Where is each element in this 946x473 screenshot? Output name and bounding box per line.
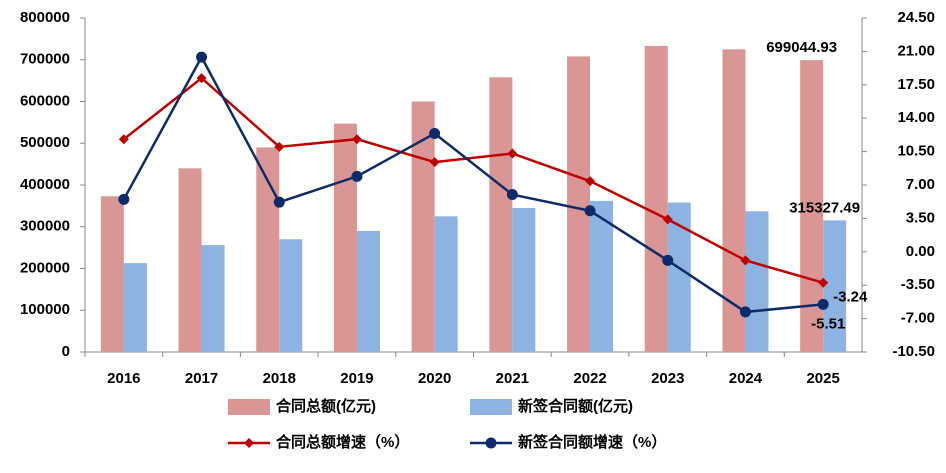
- line-marker: [118, 193, 130, 205]
- bar: [201, 245, 225, 352]
- y2-tick-label: 24.50: [897, 9, 935, 26]
- bar: [512, 207, 536, 352]
- bar: [356, 230, 380, 352]
- y2-tick-label: 10.50: [897, 143, 935, 160]
- y2-tick-label: 21.00: [897, 42, 935, 59]
- y2-tick-label: -3.50: [901, 276, 935, 293]
- line: [122, 54, 824, 314]
- y2-tick-label: 3.50: [906, 209, 935, 226]
- line-marker: [817, 298, 829, 310]
- y-tick-label: 600000: [20, 92, 70, 109]
- line-marker: [507, 148, 518, 159]
- line-value-label: -5.51: [811, 315, 845, 332]
- x-tick-label: 2025: [806, 370, 839, 387]
- line-marker: [662, 254, 674, 266]
- x-tick-label: 2016: [107, 370, 140, 387]
- x-tick-label: 2021: [496, 370, 529, 387]
- y-tick-label: 800000: [20, 9, 70, 26]
- line-marker: [196, 73, 207, 84]
- legend-marker: [244, 438, 254, 448]
- line-marker: [739, 306, 751, 318]
- bar: [256, 147, 280, 352]
- line-marker: [818, 277, 829, 288]
- y-tick-label: 700000: [20, 51, 70, 68]
- line-marker: [351, 170, 363, 182]
- line-marker: [662, 214, 673, 225]
- legend-label: 新签合同额增速（%）: [518, 433, 666, 451]
- bar: [745, 211, 769, 352]
- bar: [644, 45, 668, 352]
- y2-tick-label: 0.00: [906, 243, 935, 260]
- legend-swatch: [470, 399, 512, 415]
- x-tick-label: 2024: [729, 370, 763, 387]
- line-marker: [584, 205, 596, 217]
- x-tick-label: 2022: [573, 370, 606, 387]
- x-tick-label: 2017: [185, 370, 218, 387]
- bar-value-label: 315327.49: [789, 199, 860, 216]
- bar: [667, 202, 691, 352]
- bar: [411, 101, 435, 352]
- bar: [722, 49, 746, 352]
- line-marker: [585, 176, 596, 187]
- y2-tick-label: 17.50: [897, 76, 935, 93]
- line-value-label: -3.24: [833, 289, 868, 306]
- line-marker: [429, 157, 440, 168]
- bar: [489, 77, 513, 352]
- legend-label: 新签合同额(亿元): [518, 397, 633, 415]
- y2-tick-label: 14.00: [897, 109, 935, 126]
- line-marker: [274, 141, 285, 152]
- bar: [123, 263, 147, 352]
- bar: [279, 239, 303, 352]
- bar: [178, 168, 202, 352]
- bar: [100, 196, 124, 352]
- y-tick-label: 300000: [20, 218, 70, 235]
- line-marker: [118, 134, 129, 145]
- y-tick-label: 400000: [20, 176, 70, 193]
- legend-marker: [485, 437, 497, 449]
- bar: [590, 200, 614, 352]
- y2-tick-label: 7.00: [906, 176, 935, 193]
- x-tick-label: 2019: [340, 370, 373, 387]
- x-tick-label: 2020: [418, 370, 451, 387]
- y2-tick-label: -10.50: [892, 343, 935, 360]
- y2-tick-label: -7.00: [901, 310, 935, 327]
- y-tick-label: 200000: [20, 259, 70, 276]
- bar: [434, 216, 458, 352]
- bar: [333, 123, 357, 352]
- line-marker: [351, 134, 362, 145]
- y-tick-label: 0: [62, 343, 70, 360]
- line-marker: [740, 255, 751, 266]
- bar-value-label: 699044.93: [766, 39, 837, 56]
- line-marker: [429, 127, 441, 139]
- line-marker: [196, 51, 208, 63]
- x-tick-label: 2023: [651, 370, 684, 387]
- x-tick-label: 2018: [263, 370, 296, 387]
- line-marker: [273, 196, 285, 208]
- legend-label: 合同总额(亿元): [275, 397, 376, 415]
- legend-label: 合同总额增速（%）: [275, 433, 409, 451]
- y-tick-label: 100000: [20, 301, 70, 318]
- bar: [823, 220, 847, 352]
- y-tick-label: 500000: [20, 134, 70, 151]
- line: [123, 76, 824, 284]
- line-marker: [506, 189, 518, 201]
- bar: [567, 56, 591, 352]
- legend-swatch: [228, 399, 270, 415]
